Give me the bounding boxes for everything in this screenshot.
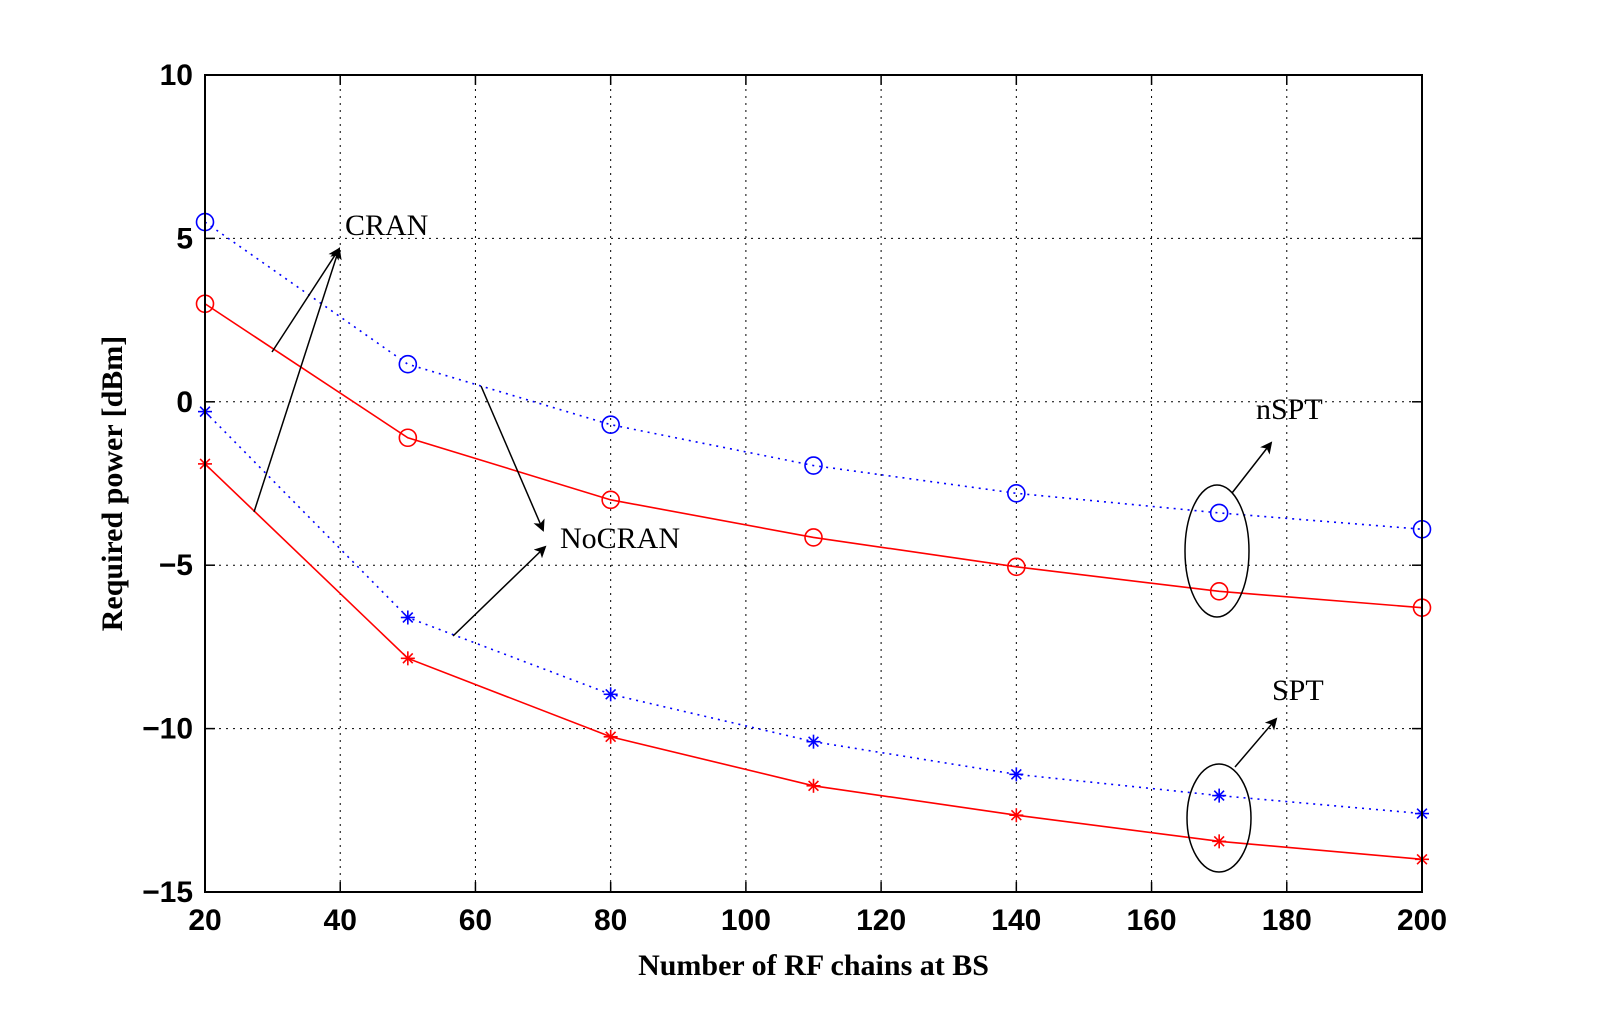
y-axis-title: Required power [dBm] (96, 336, 129, 632)
data-point (806, 778, 821, 793)
x-tick-label: 60 (459, 904, 492, 937)
series-line (204, 303, 1423, 609)
x-tick-label: 180 (1262, 904, 1312, 937)
data-point (400, 651, 415, 666)
data-point (1212, 788, 1227, 803)
data-point (804, 528, 823, 547)
annotation-nspt: nSPT (1256, 393, 1323, 426)
data-point (400, 610, 415, 625)
axis-ticks: 20 40 60 80 100 120 140 160 180 200 −15 −10 −5 0 5 10 (142, 59, 1447, 937)
series-line (204, 221, 1423, 531)
annotation-nocran: NoCRAN (560, 522, 680, 555)
arrow-cran-2 (253, 247, 342, 513)
x-tick-label: 120 (856, 904, 906, 937)
data-point (1212, 834, 1227, 849)
arrow-cran-1 (271, 247, 341, 353)
ellipse-nspt (1184, 484, 1250, 618)
y-tick-label: −10 (142, 713, 193, 746)
ellipse-spt (1186, 763, 1252, 873)
x-tick-label: 100 (721, 904, 771, 937)
y-tick-label: −5 (159, 549, 193, 582)
data-point (1007, 557, 1026, 577)
data-point (1009, 767, 1024, 782)
annotations: CRAN NoCRAN nSPT SPT (253, 209, 1324, 873)
series-cran-nspt (195, 294, 1432, 617)
x-axis-title: Number of RF chains at BS (638, 949, 989, 982)
grid (205, 75, 1422, 892)
data-point (398, 428, 418, 448)
x-tick-label: 140 (991, 904, 1041, 937)
x-tick-label: 80 (594, 904, 627, 937)
series-line (204, 411, 1423, 815)
series-nocran-spt (198, 404, 1429, 821)
data-point (1209, 503, 1229, 523)
data-point (804, 456, 823, 475)
data-point (1009, 808, 1024, 823)
data-point (601, 415, 620, 434)
y-tick-label: 0 (176, 386, 193, 419)
y-tick-label: 10 (160, 59, 193, 92)
data-point (398, 354, 418, 374)
x-tick-label: 200 (1397, 904, 1447, 937)
annotation-cran: CRAN (345, 209, 428, 242)
series-layer (195, 212, 1432, 867)
arrow-nocran-2 (452, 545, 547, 637)
y-tick-label: 5 (176, 222, 193, 255)
data-point (1209, 582, 1229, 601)
data-point (806, 734, 821, 749)
series-line (204, 463, 1423, 861)
x-tick-label: 160 (1127, 904, 1177, 937)
plot-area-frame (204, 74, 1423, 893)
x-tick-label: 40 (324, 904, 357, 937)
series-nocran-nspt (195, 212, 1432, 539)
arrow-nspt (1231, 441, 1273, 494)
arrow-spt (1234, 717, 1278, 768)
data-point (603, 729, 618, 744)
data-point (1007, 484, 1026, 503)
y-tick-label: −15 (142, 876, 193, 909)
data-point (603, 687, 618, 702)
x-tick-label: 20 (188, 904, 221, 937)
data-point (601, 490, 620, 510)
arrow-nocran-1 (480, 385, 545, 532)
annotation-spt: SPT (1272, 674, 1324, 707)
